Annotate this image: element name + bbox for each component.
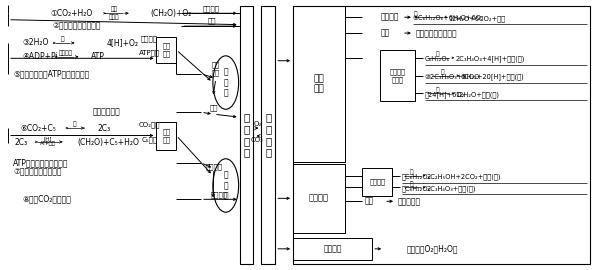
Text: ⑩2C₃H₄O₃+6H₂O: ⑩2C₃H₄O₃+6H₂O (425, 74, 480, 80)
Text: 12H₂O+能量(多): 12H₂O+能量(多) (455, 91, 500, 98)
Text: 2C₃H₄O₃+能量(少): 2C₃H₄O₃+能量(少) (426, 185, 476, 192)
Text: 细胞质基质: 细胞质基质 (398, 198, 421, 207)
Text: [H]: [H] (43, 136, 52, 141)
Text: ⑧光、CO₂、温度等: ⑧光、CO₂、温度等 (23, 195, 72, 204)
Text: 无氧呼吸: 无氧呼吸 (309, 194, 329, 203)
Text: 影响因素: 影响因素 (210, 191, 228, 198)
Text: ⑦有机物中稳定化学能: ⑦有机物中稳定化学能 (13, 167, 62, 176)
Bar (293, 238, 372, 260)
Bar (293, 6, 590, 264)
Text: ②叶绿体类囊体薄膜上: ②叶绿体类囊体薄膜上 (53, 22, 101, 31)
Text: CO₂: CO₂ (251, 137, 264, 143)
Text: 能量、酶: 能量、酶 (59, 50, 72, 56)
Text: ⑤将光能转变为ATP中活跃化学能: ⑤将光能转变为ATP中活跃化学能 (13, 69, 89, 78)
Text: 或C₆H₁₂O₆: 或C₆H₁₂O₆ (402, 185, 431, 192)
Text: 12H₂O+6CO₂+能量: 12H₂O+6CO₂+能量 (449, 15, 506, 22)
Text: ATP、酶: ATP、酶 (40, 141, 56, 146)
Text: 6CO₂+20[H]+能量(少): 6CO₂+20[H]+能量(少) (460, 73, 524, 80)
Text: 光能: 光能 (110, 6, 117, 12)
Text: 光
合
作
用: 光 合 作 用 (243, 113, 250, 157)
Text: ⑪24[H]+6O₂: ⑪24[H]+6O₂ (425, 91, 465, 98)
Text: 场所: 场所 (364, 197, 374, 206)
Text: 叶绿体基质中: 叶绿体基质中 (92, 108, 120, 117)
Text: ATP: ATP (91, 52, 105, 61)
Bar (362, 168, 392, 196)
Text: 酶: 酶 (72, 122, 76, 127)
Text: 叶绿体: 叶绿体 (108, 14, 119, 20)
Text: ③2H₂O: ③2H₂O (23, 38, 49, 48)
Text: 能量变化: 能量变化 (205, 163, 222, 170)
Text: 酶: 酶 (441, 69, 444, 75)
Text: 总反应式: 总反应式 (369, 179, 385, 185)
Text: ATP中活跃化学能转变成: ATP中活跃化学能转变成 (13, 158, 68, 167)
Text: O₂: O₂ (253, 121, 262, 127)
Text: 细胞质基质和线粒体: 细胞质基质和线粒体 (416, 29, 458, 39)
Text: CO₂固定: CO₂固定 (139, 121, 161, 128)
Bar (380, 50, 415, 101)
Bar (293, 6, 344, 162)
Text: 4[H]+O₂: 4[H]+O₂ (107, 38, 139, 48)
Bar (156, 122, 176, 150)
Text: ⑫C₆H₁₂O₆: ⑫C₆H₁₂O₆ (402, 173, 431, 180)
Text: ①CO₂+H₂O: ①CO₂+H₂O (50, 9, 93, 18)
Text: 场所: 场所 (380, 29, 389, 38)
Text: 物质
变化: 物质 变化 (162, 43, 170, 57)
Text: ④ADP+Pi: ④ADP+Pi (23, 52, 59, 61)
Text: 三个阶段
反应式: 三个阶段 反应式 (389, 69, 406, 83)
Text: 总反应式: 总反应式 (202, 5, 219, 12)
Bar (261, 6, 276, 264)
Text: ATP形成: ATP形成 (139, 50, 160, 56)
Text: 水的光解: 水的光解 (141, 36, 158, 42)
Text: ⑬温度、O₂、H₂O等: ⑬温度、O₂、H₂O等 (407, 244, 458, 253)
Text: 物质
变化: 物质 变化 (162, 129, 170, 143)
Text: 光
反
应: 光 反 应 (223, 68, 228, 97)
Text: 场所: 场所 (208, 18, 216, 25)
Text: 酶: 酶 (410, 181, 413, 187)
Text: 酶: 酶 (436, 52, 439, 57)
Text: (CH₂O)+O₂: (CH₂O)+O₂ (150, 9, 192, 18)
Bar (240, 6, 253, 264)
Text: 光: 光 (60, 37, 64, 42)
Text: 能量
变化: 能量 变化 (212, 62, 220, 76)
Text: 暗
反
应: 暗 反 应 (223, 171, 228, 200)
Text: 酶: 酶 (414, 11, 418, 16)
Text: (CH₂O)+C₅+H₂O: (CH₂O)+C₅+H₂O (77, 139, 139, 147)
Text: 2C₃H₄O₃+4[H]+能量(少): 2C₃H₄O₃+4[H]+能量(少) (455, 55, 525, 62)
Text: C₅还原: C₅还原 (141, 136, 158, 143)
Text: 2C₃: 2C₃ (15, 139, 28, 147)
Text: 细
胞
呼
吸: 细 胞 呼 吸 (265, 113, 271, 157)
Text: C₆H₁₂O₆: C₆H₁₂O₆ (425, 56, 450, 62)
Text: 总反应式: 总反应式 (380, 13, 399, 22)
Text: 影响因素: 影响因素 (323, 244, 342, 253)
Bar (156, 37, 176, 63)
Text: 2C₂H₅OH+2CO₂+能量(少): 2C₂H₅OH+2CO₂+能量(少) (426, 173, 501, 180)
Text: ⑨C₆H₁₂O₆+6H₂O+6O₂: ⑨C₆H₁₂O₆+6H₂O+6O₂ (413, 15, 485, 21)
Bar (293, 164, 344, 233)
Text: 2C₃: 2C₃ (97, 124, 110, 133)
Text: 酶: 酶 (436, 87, 439, 93)
Text: 场所: 场所 (210, 104, 218, 111)
Text: 有氧
呼吸: 有氧 呼吸 (313, 74, 324, 94)
Text: ⑥CO₂+C₅: ⑥CO₂+C₅ (21, 124, 57, 133)
Text: 酶: 酶 (410, 169, 413, 175)
